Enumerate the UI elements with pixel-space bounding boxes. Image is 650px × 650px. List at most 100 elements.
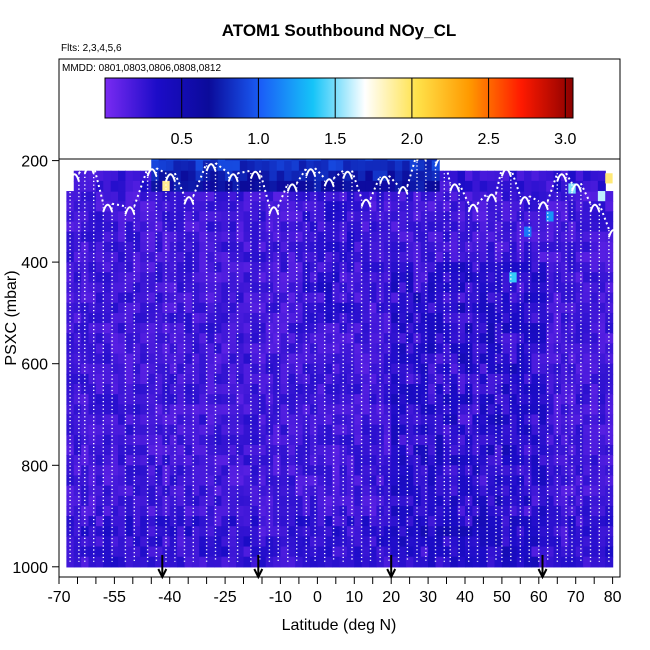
heatmap-cell bbox=[524, 191, 533, 202]
heatmap-cell bbox=[354, 221, 363, 233]
heatmap-cell bbox=[413, 556, 422, 568]
heatmap-cell bbox=[103, 414, 112, 426]
heatmap-cell bbox=[295, 353, 304, 365]
heatmap-cell bbox=[494, 272, 503, 284]
heatmap-cell bbox=[413, 455, 422, 466]
heatmap-cell bbox=[199, 343, 208, 355]
heatmap-cell bbox=[354, 312, 363, 324]
heatmap-cell bbox=[383, 241, 392, 253]
heatmap-cell bbox=[291, 160, 300, 172]
heatmap-cell bbox=[369, 516, 378, 527]
heatmap-cell bbox=[66, 556, 75, 568]
heatmap-cell bbox=[361, 292, 370, 304]
heatmap-cell bbox=[258, 556, 267, 568]
heatmap-cell bbox=[287, 282, 296, 294]
heatmap-cell bbox=[450, 241, 459, 253]
heatmap-cell bbox=[590, 516, 599, 527]
heatmap-cell bbox=[524, 272, 533, 284]
heatmap-cell bbox=[199, 262, 208, 273]
heatmap-cell bbox=[214, 343, 222, 355]
heatmap-cell bbox=[583, 302, 592, 314]
heatmap-cell bbox=[73, 292, 82, 304]
heatmap-cell bbox=[295, 404, 304, 416]
heatmap-cell bbox=[243, 201, 252, 212]
heatmap-cell bbox=[487, 241, 496, 253]
heatmap-cell bbox=[568, 424, 577, 436]
heatmap-cell bbox=[140, 221, 149, 233]
profile-transit bbox=[258, 170, 271, 207]
heatmap-cell bbox=[560, 536, 569, 548]
heatmap-cell bbox=[125, 312, 134, 324]
heatmap-cell bbox=[420, 363, 429, 375]
heatmap-cell bbox=[332, 455, 341, 466]
heatmap-cell bbox=[435, 241, 444, 253]
heatmap-cell bbox=[546, 251, 555, 263]
heatmap-cell bbox=[236, 536, 245, 548]
heatmap-cell bbox=[597, 404, 606, 416]
heatmap-cell bbox=[553, 414, 562, 426]
heatmap-cell bbox=[560, 505, 569, 517]
heatmap-cell bbox=[280, 323, 289, 334]
heatmap-cell bbox=[442, 465, 451, 477]
heatmap-cell bbox=[479, 556, 488, 568]
heatmap-cell bbox=[383, 333, 392, 344]
heatmap-cell bbox=[376, 363, 385, 375]
heatmap-cell bbox=[88, 333, 97, 344]
heatmap-cell bbox=[361, 353, 370, 365]
heatmap-cell bbox=[553, 526, 562, 537]
heatmap-cell bbox=[184, 221, 193, 233]
heatmap-cell bbox=[509, 475, 518, 487]
x-tick-label: 80 bbox=[604, 589, 622, 606]
heatmap-cell bbox=[180, 170, 189, 182]
heatmap-cell bbox=[221, 373, 230, 385]
heatmap-cell bbox=[509, 282, 518, 294]
heatmap-cell bbox=[184, 434, 193, 446]
heatmap-cell bbox=[509, 414, 518, 426]
heatmap-cell bbox=[287, 536, 296, 548]
heatmap-cell bbox=[516, 292, 525, 304]
heatmap-cell bbox=[147, 546, 156, 558]
heatmap-cell bbox=[597, 221, 606, 233]
heatmap-cell bbox=[125, 333, 134, 344]
heatmap-cell bbox=[494, 394, 503, 405]
heatmap-cell bbox=[88, 353, 97, 365]
heatmap-cell bbox=[501, 251, 510, 263]
heatmap-cell bbox=[369, 272, 378, 284]
heatmap-cell bbox=[287, 353, 296, 365]
heatmap-cell bbox=[479, 465, 488, 477]
heatmap-cell bbox=[383, 536, 392, 548]
heatmap-cell bbox=[317, 312, 326, 324]
heatmap-cell bbox=[479, 353, 488, 365]
heatmap-cell bbox=[258, 394, 267, 405]
heatmap-cell bbox=[583, 211, 592, 223]
heatmap-cell bbox=[457, 282, 466, 294]
heatmap-cell bbox=[369, 394, 378, 405]
heatmap-cell bbox=[324, 282, 333, 294]
heatmap-cell bbox=[199, 191, 208, 202]
heatmap-cell bbox=[575, 536, 584, 548]
heatmap-cell bbox=[354, 262, 363, 273]
heatmap-cell bbox=[132, 201, 141, 212]
heatmap-cell bbox=[199, 231, 208, 243]
heatmap-cell bbox=[531, 444, 540, 456]
heatmap-cell bbox=[479, 526, 488, 537]
heatmap-cell bbox=[464, 231, 473, 243]
heatmap-cell bbox=[140, 556, 149, 568]
heatmap-cell bbox=[66, 495, 75, 507]
heatmap-cell bbox=[575, 465, 584, 477]
heatmap-cell bbox=[524, 505, 533, 517]
heatmap-cell bbox=[243, 323, 252, 334]
heatmap-cell bbox=[413, 272, 422, 284]
heatmap-cell bbox=[524, 282, 533, 294]
heatmap-cell bbox=[280, 302, 289, 314]
heatmap-cell bbox=[169, 272, 178, 284]
heatmap-cell bbox=[199, 384, 208, 395]
heatmap-cell bbox=[88, 292, 97, 304]
heatmap-cell bbox=[428, 231, 437, 243]
heatmap-cell bbox=[236, 312, 245, 324]
heatmap-cell bbox=[332, 516, 341, 527]
heatmap-cell bbox=[265, 394, 274, 405]
heatmap-cell bbox=[184, 394, 193, 405]
heatmap-cell bbox=[243, 312, 252, 324]
